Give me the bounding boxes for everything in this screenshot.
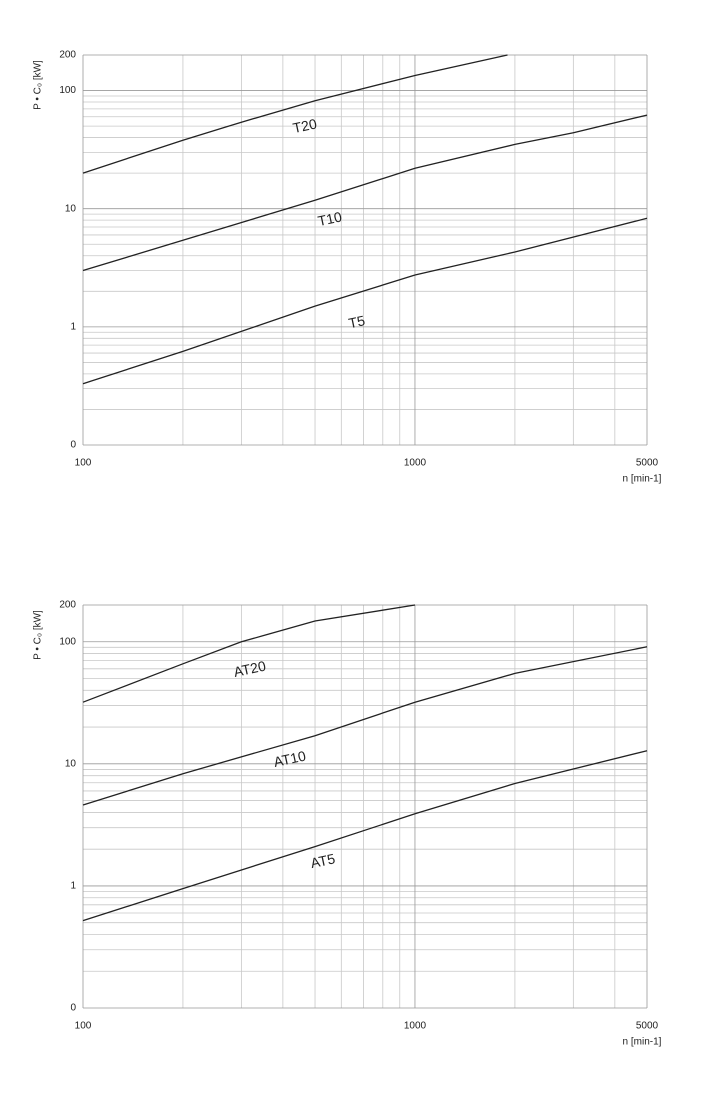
- curve-label: AT20: [232, 657, 267, 679]
- curve-label: T20: [291, 115, 318, 136]
- curve-label: T10: [316, 208, 343, 229]
- x-axis-label: n [min-1]: [623, 474, 662, 485]
- curve: [82, 646, 648, 806]
- x-tick-label: 5000: [636, 458, 659, 469]
- curve: [82, 604, 416, 703]
- y-tick-label: 0: [70, 1003, 76, 1014]
- y-tick-label: 200: [59, 50, 76, 61]
- y-axis-label: P • C₀ [kW]: [33, 610, 44, 660]
- curve: [82, 54, 508, 174]
- y-tick-label: 10: [65, 758, 77, 769]
- y-tick-label: 1: [70, 321, 76, 332]
- y-axis-label: P • C₀ [kW]: [33, 60, 44, 110]
- y-tick-label: 0: [70, 440, 76, 451]
- x-tick-label: 1000: [404, 458, 427, 469]
- y-tick-label: 1: [70, 881, 76, 892]
- curve: [82, 114, 648, 272]
- x-tick-label: 1000: [404, 1021, 427, 1032]
- x-tick-label: 100: [75, 1021, 92, 1032]
- y-tick-label: 100: [59, 85, 76, 96]
- y-tick-label: 10: [65, 203, 77, 214]
- y-tick-label: 100: [59, 636, 76, 647]
- curve: [82, 750, 648, 922]
- curve-label: AT10: [272, 747, 307, 769]
- x-tick-label: 5000: [636, 1021, 659, 1032]
- y-tick-label: 200: [59, 600, 76, 611]
- curve-label: T5: [347, 312, 367, 331]
- curve: [82, 217, 648, 385]
- x-axis-label: n [min-1]: [623, 1037, 662, 1048]
- x-tick-label: 100: [75, 458, 92, 469]
- curve-label: AT5: [309, 850, 337, 871]
